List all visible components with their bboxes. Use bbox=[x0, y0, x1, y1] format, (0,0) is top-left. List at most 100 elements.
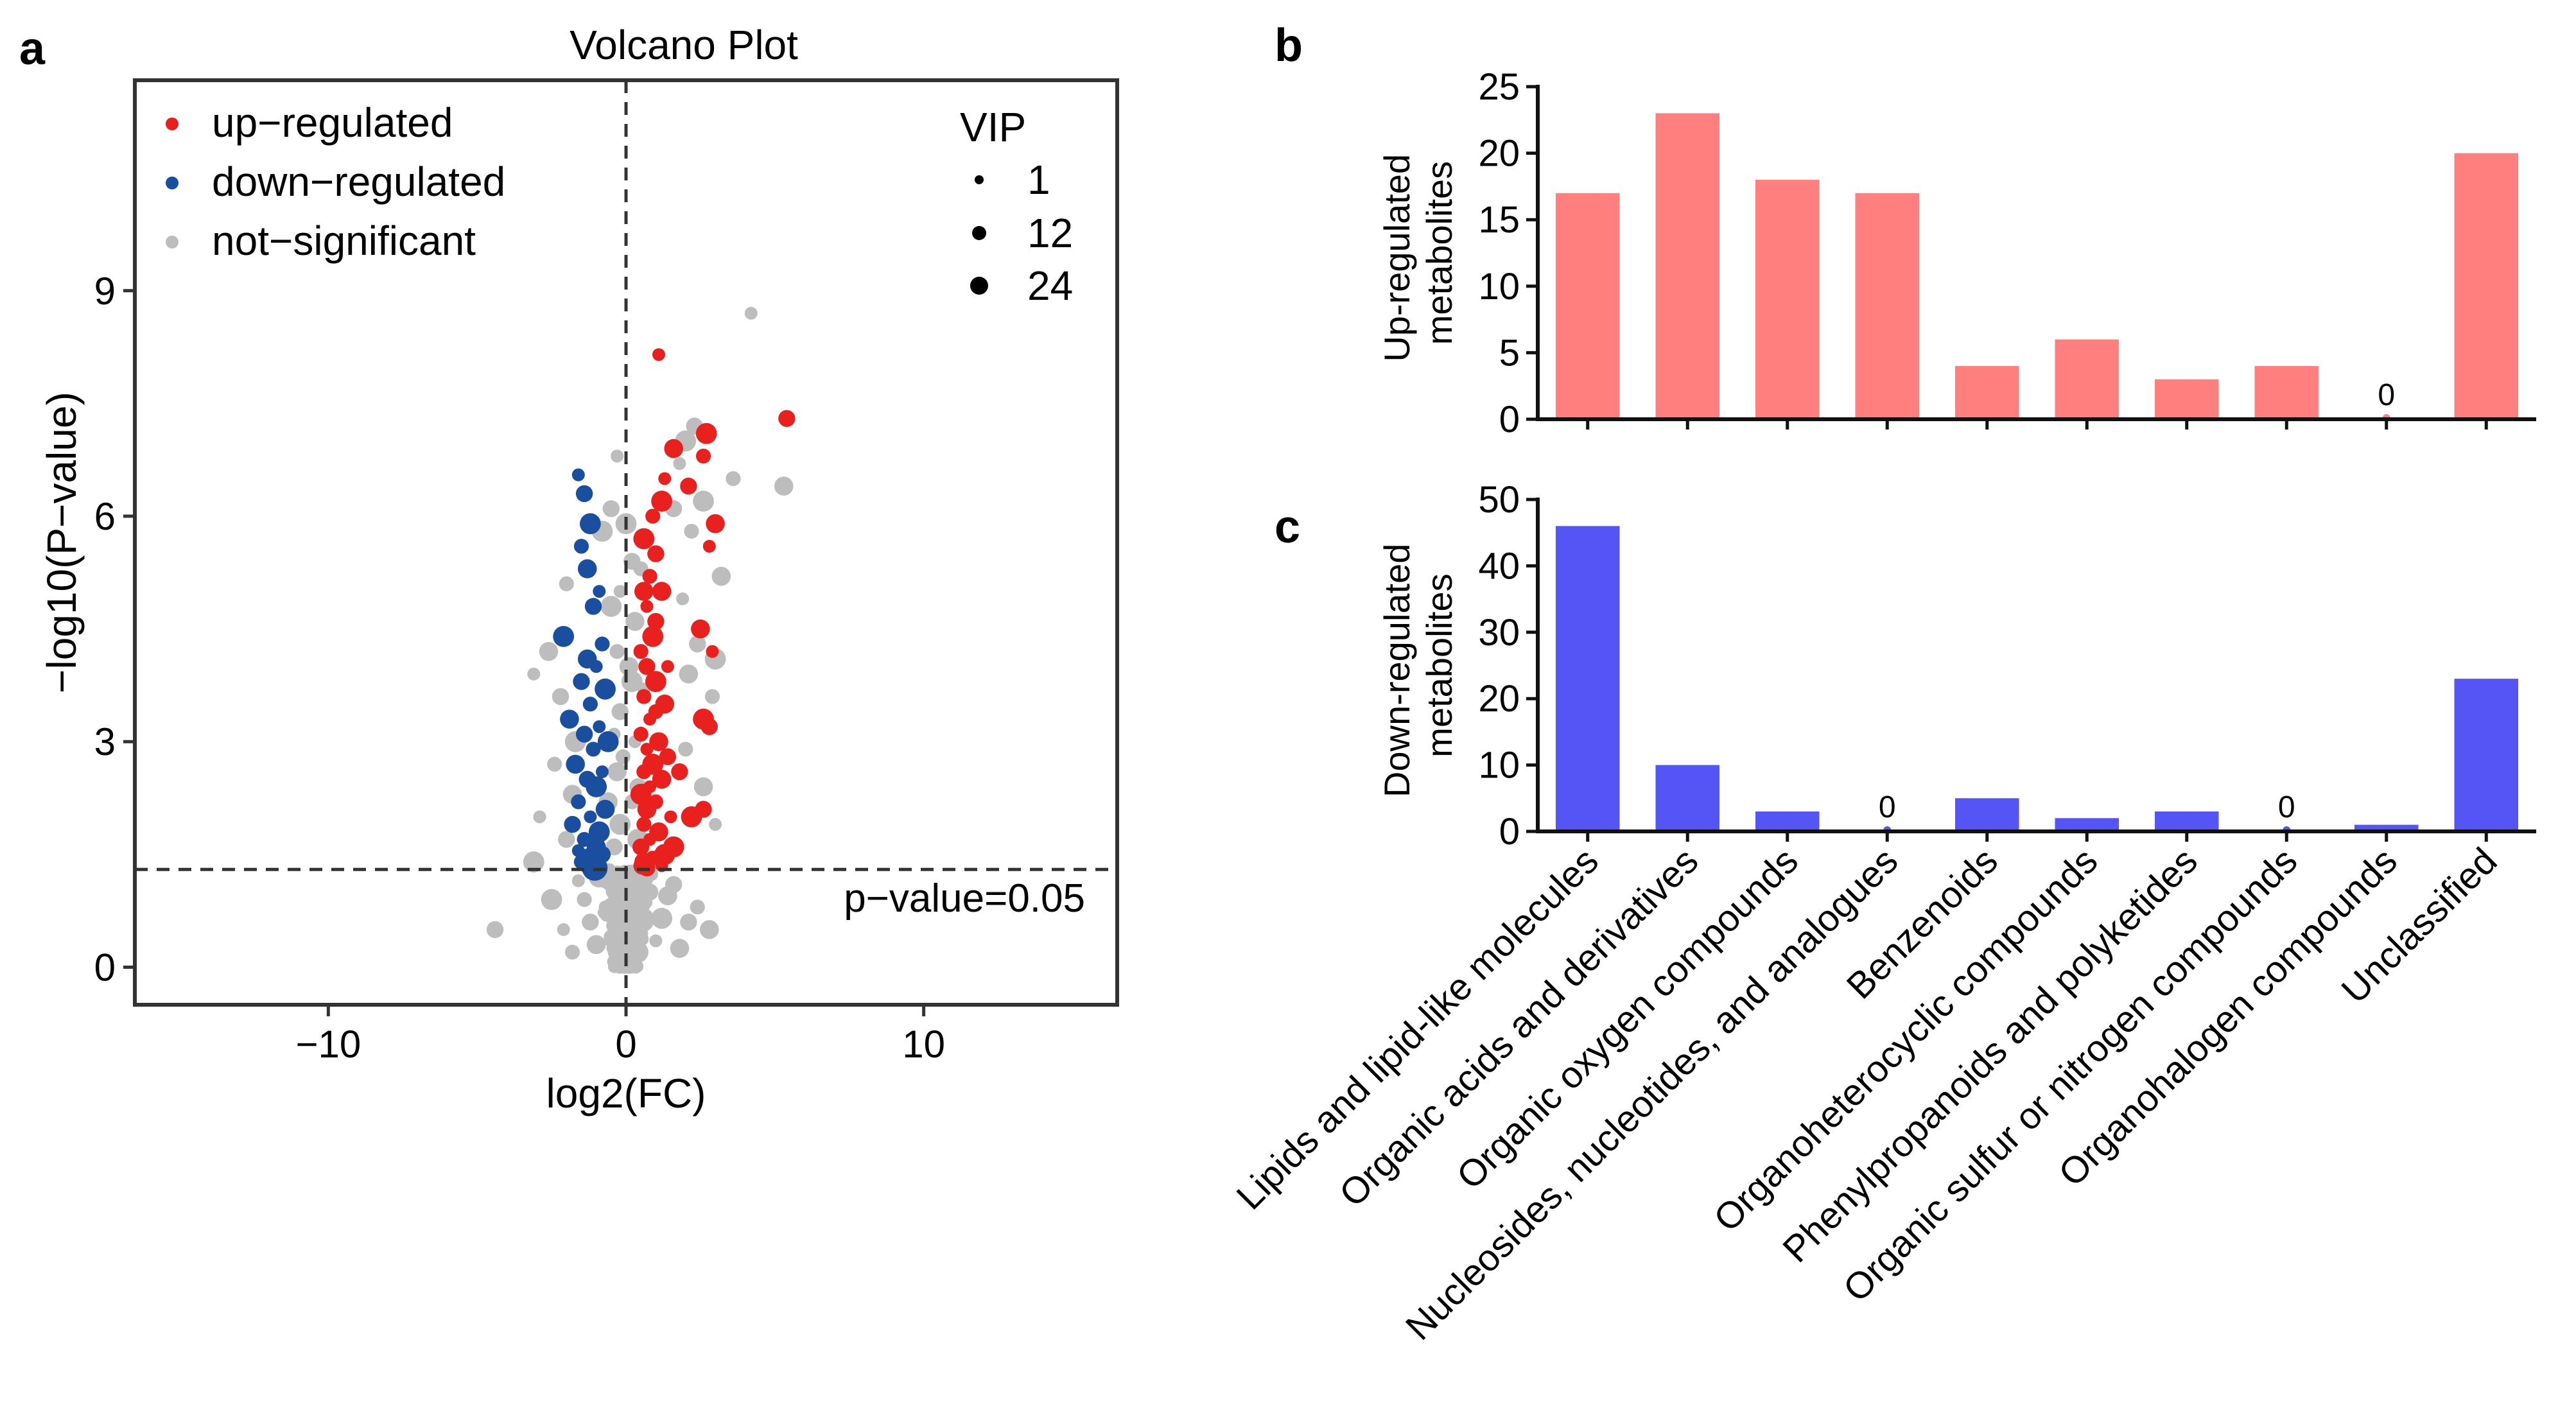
down-point bbox=[560, 709, 579, 729]
vip-size-12-marker bbox=[972, 226, 986, 240]
down-point bbox=[582, 697, 598, 712]
vip-size-24-label: 24 bbox=[1027, 263, 1073, 309]
up-point bbox=[695, 448, 711, 464]
vip-size-1-label: 1 bbox=[1027, 157, 1050, 203]
down-bar-3 bbox=[1755, 811, 1820, 831]
up-y-axis-label-line1: Up-regulated bbox=[1377, 154, 1417, 362]
y-tick-label: 0 bbox=[94, 946, 116, 989]
down-y-tick-label: 0 bbox=[1499, 811, 1520, 853]
up-point bbox=[661, 660, 674, 673]
up-point bbox=[681, 806, 702, 828]
down-point bbox=[595, 678, 616, 700]
ns-point bbox=[486, 921, 504, 939]
down-bar-7 bbox=[2154, 811, 2219, 831]
down-y-axis-label-line1: Down-regulated bbox=[1377, 544, 1417, 797]
up-bar-7 bbox=[2154, 379, 2219, 419]
ns-point bbox=[539, 641, 559, 661]
up-regulated-bar-chart: 0 0 5 10 15 20 25 Up-regulated metabolites bbox=[1377, 66, 2536, 440]
up-point bbox=[638, 657, 656, 675]
y-tick-label: 9 bbox=[94, 270, 116, 313]
y-tick-label: 3 bbox=[94, 720, 116, 763]
ns-point bbox=[547, 756, 562, 772]
ns-point bbox=[744, 306, 758, 320]
down-point bbox=[595, 799, 615, 819]
down-point bbox=[573, 673, 590, 690]
up-y-tick-label: 10 bbox=[1478, 266, 1520, 308]
down-point bbox=[589, 660, 603, 673]
up-point bbox=[636, 689, 652, 704]
volcano-points bbox=[486, 306, 796, 974]
ns-point bbox=[564, 944, 580, 960]
up-point bbox=[663, 836, 684, 858]
up-point bbox=[634, 582, 654, 601]
up-bar-8 bbox=[2254, 366, 2319, 419]
down-point bbox=[566, 754, 585, 774]
up-y-tick-label: 5 bbox=[1499, 332, 1520, 374]
up-axes: 0 5 10 15 20 25 bbox=[1478, 66, 2536, 440]
up-point bbox=[642, 625, 664, 647]
down-axes: 0 10 20 30 40 50 bbox=[1478, 479, 2536, 853]
up-point bbox=[642, 569, 657, 584]
down-bar-1 bbox=[1555, 526, 1620, 831]
threshold-label: p−value=0.05 bbox=[844, 876, 1085, 921]
up-point bbox=[636, 764, 652, 779]
ns-point bbox=[673, 457, 686, 471]
up-point bbox=[630, 783, 652, 805]
vip-legend-title: VIP bbox=[960, 104, 1026, 150]
up-point bbox=[645, 508, 661, 524]
ns-point bbox=[690, 899, 705, 915]
up-point bbox=[649, 732, 668, 752]
volcano-x-axis-label: log2(FC) bbox=[546, 1070, 706, 1116]
volcano-y-axis-label: −log10(P−value) bbox=[39, 392, 85, 693]
up-point bbox=[652, 582, 672, 601]
ns-point bbox=[680, 914, 697, 931]
ns-point bbox=[665, 876, 683, 893]
legend-down-label: down−regulated bbox=[212, 159, 505, 205]
up-bar-4 bbox=[1855, 193, 1920, 419]
legend-up-label: up−regulated bbox=[212, 100, 453, 146]
legend-down-marker bbox=[166, 177, 178, 189]
vip-size-1-marker bbox=[975, 175, 984, 184]
ns-point bbox=[676, 592, 690, 605]
down-point bbox=[584, 810, 597, 824]
up-point bbox=[633, 726, 648, 742]
down-point bbox=[586, 776, 607, 797]
down-bar-10 bbox=[2454, 679, 2519, 831]
up-zero-label: 0 bbox=[2378, 378, 2395, 412]
up-point bbox=[637, 799, 657, 819]
down-point bbox=[575, 485, 593, 503]
down-bar-5 bbox=[1954, 798, 2019, 831]
down-point bbox=[597, 731, 619, 752]
up-point bbox=[648, 704, 663, 720]
down-zero-label: 0 bbox=[2278, 790, 2295, 824]
up-bars: 0 bbox=[1555, 113, 2519, 422]
down-y-tick-label: 50 bbox=[1478, 479, 1520, 521]
volcano-plot: Volcano Plot p−value=0.05 −10 0 10 0 3 6 9 lo… bbox=[39, 22, 1119, 1116]
up-bar-10 bbox=[2454, 153, 2519, 419]
ns-point bbox=[684, 523, 699, 539]
x-tick-label: 0 bbox=[615, 1023, 636, 1066]
up-y-axis-label: Up-regulated metabolites bbox=[1377, 144, 1459, 361]
up-point bbox=[664, 438, 683, 458]
ns-point bbox=[559, 576, 574, 591]
ns-point bbox=[619, 657, 639, 676]
y-tick-label: 6 bbox=[94, 495, 116, 538]
ns-point bbox=[577, 892, 592, 907]
ns-point bbox=[611, 449, 624, 463]
volcano-legend: up−regulated down−regulated not−signific… bbox=[166, 100, 505, 264]
down-point bbox=[573, 539, 589, 554]
legend-ns-marker bbox=[166, 236, 178, 248]
ns-point bbox=[541, 889, 562, 910]
ns-point bbox=[600, 596, 622, 617]
category-label: Organic acids and derivatives bbox=[1331, 840, 1706, 1215]
up-point bbox=[706, 514, 725, 534]
ns-point bbox=[523, 851, 544, 872]
ns-point bbox=[774, 476, 794, 496]
vip-size-12-label: 12 bbox=[1027, 210, 1073, 256]
down-bar-2 bbox=[1655, 765, 1720, 831]
up-point bbox=[659, 748, 677, 765]
down-point bbox=[579, 513, 601, 535]
ns-point bbox=[552, 688, 570, 706]
